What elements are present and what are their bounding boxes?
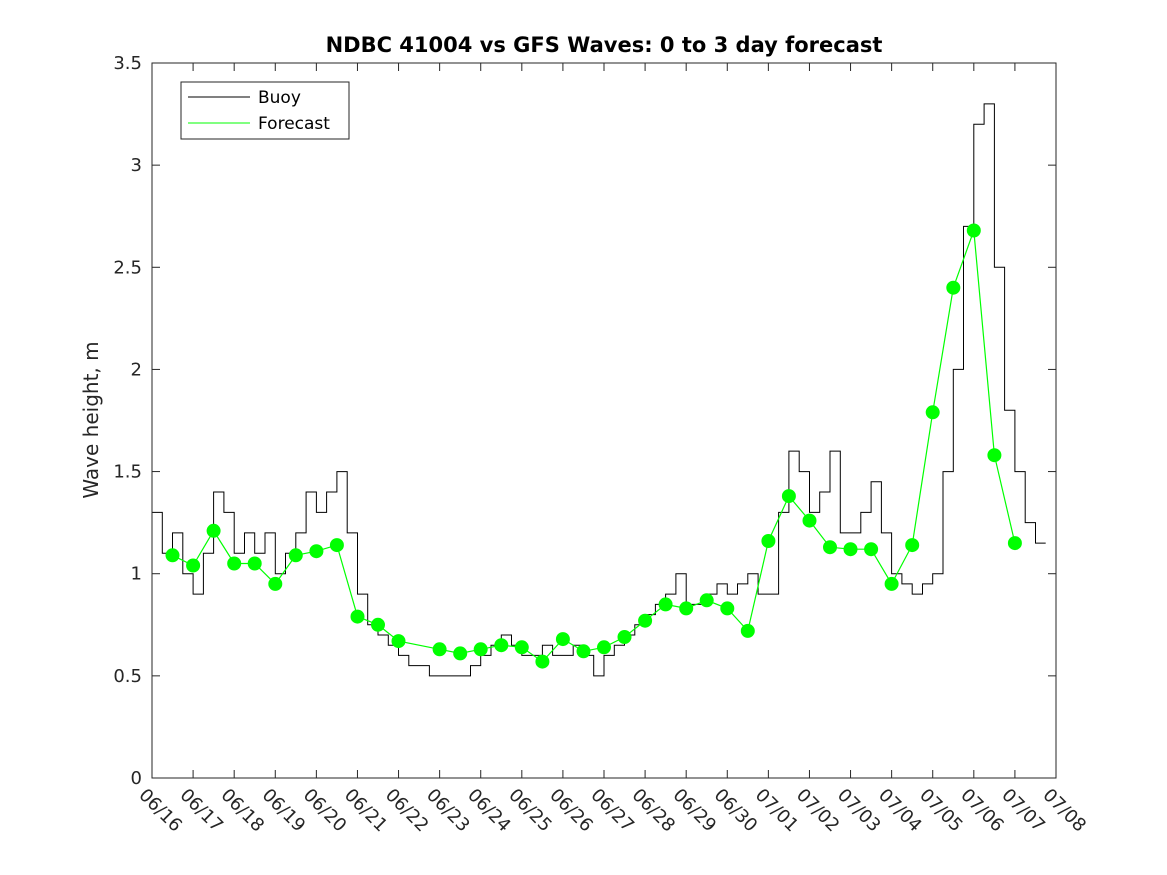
forecast-point: [227, 556, 242, 571]
legend-box: [180, 81, 350, 140]
y-tick-label: 2.5: [113, 257, 142, 278]
y-tick-label: 3: [131, 155, 142, 176]
y-tick-label: 2: [131, 359, 142, 380]
forecast-point: [597, 640, 611, 655]
chart-title: NDBC 41004 vs GFS Waves: 0 to 3 day fore…: [326, 33, 883, 57]
forecast-point: [925, 405, 940, 420]
forecast-point: [617, 630, 632, 644]
y-tick-label: 1: [131, 564, 142, 585]
forecast-point: [350, 609, 365, 624]
forecast-point: [535, 654, 550, 669]
forecast-point: [329, 538, 344, 553]
forecast-point: [432, 642, 447, 657]
forecast-point: [802, 513, 817, 528]
forecast-point: [165, 548, 180, 563]
forecast-point: [658, 597, 673, 612]
forecast-point: [946, 280, 961, 295]
forecast-point: [514, 640, 529, 655]
forecast-point: [761, 534, 776, 548]
forecast-point: [247, 556, 262, 571]
forecast-point: [679, 601, 694, 616]
y-tick-label: 0: [131, 768, 142, 789]
forecast-point: [268, 576, 283, 591]
forecast-point: [699, 593, 714, 608]
forecast-point: [309, 544, 324, 559]
forecast-point: [473, 642, 488, 657]
forecast-point: [781, 489, 796, 504]
forecast-point: [966, 223, 981, 238]
legend: Buoy Forecast: [180, 81, 350, 140]
forecast-point: [555, 632, 570, 647]
forecast-point: [720, 601, 735, 616]
forecast-point: [884, 576, 899, 591]
forecast-point: [843, 542, 858, 557]
forecast-point: [740, 623, 755, 638]
forecast-point: [494, 638, 509, 653]
y-tick-label: 0.5: [113, 666, 142, 687]
forecast-point: [288, 548, 303, 563]
forecast-point: [391, 634, 406, 649]
legend-forecast-label: Forecast: [258, 114, 330, 134]
forecast-point: [638, 613, 653, 628]
forecast-point: [206, 523, 221, 538]
buoy-series-line: [152, 103, 1046, 677]
forecast-point: [1007, 536, 1022, 551]
legend-buoy-label: Buoy: [258, 88, 301, 108]
y-axis: 0 0.5 1 1.5 2 2.5 3 3.5: [113, 53, 1056, 789]
forecast-point: [371, 617, 385, 632]
y-tick-label: 3.5: [113, 53, 142, 74]
y-axis-label: Wave height, m: [79, 341, 103, 498]
forecast-point: [576, 644, 591, 659]
forecast-point: [905, 538, 920, 553]
y-tick-label: 1.5: [113, 462, 142, 483]
series-layer: [152, 103, 1046, 677]
forecast-point: [186, 558, 201, 573]
forecast-point: [453, 646, 468, 661]
forecast-point: [864, 542, 879, 557]
forecast-point: [987, 448, 1002, 463]
forecast-point: [823, 540, 837, 555]
